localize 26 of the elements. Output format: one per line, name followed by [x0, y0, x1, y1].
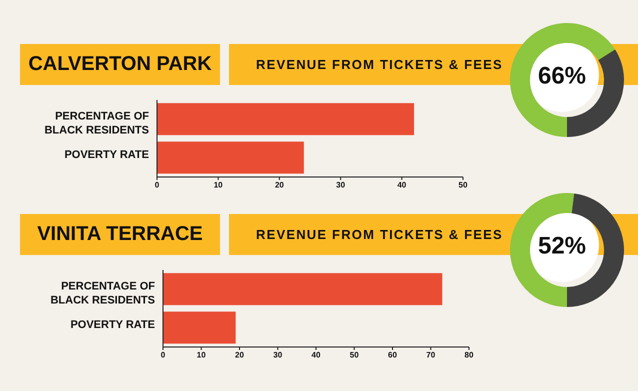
- donut-slice: [510, 23, 616, 137]
- chart-title: VINITA TERRACE: [20, 214, 220, 255]
- x-tick-label: 10: [214, 180, 224, 190]
- y-tick-label: POVERTY RATE: [70, 318, 155, 331]
- data-label: 52%: [538, 232, 586, 260]
- x-tick-label: 40: [397, 180, 407, 190]
- chart-title: CALVERTON PARK: [20, 44, 220, 85]
- x-tick-label: 30: [336, 180, 346, 190]
- x-tick-label: 40: [312, 350, 321, 360]
- x-tick-label: 70: [426, 350, 436, 360]
- x-tick-label: 10: [196, 350, 206, 360]
- y-tick-label: POVERTY RATE: [64, 148, 149, 161]
- data-label: 66%: [538, 62, 586, 90]
- x-tick-label: 80: [464, 350, 474, 360]
- x-tick-label: 60: [388, 350, 398, 360]
- x-tick-label: 50: [350, 350, 360, 360]
- x-tick-label: 20: [274, 180, 284, 190]
- x-tick-label: 50: [458, 180, 468, 190]
- x-tick-label: 30: [273, 350, 283, 360]
- y-tick-label: PERCENTAGE OF BLACK RESIDENTS: [44, 110, 150, 136]
- y-tick-label: PERCENTAGE OF BLACK RESIDENTS: [50, 280, 156, 306]
- x-tick-label: 0: [160, 350, 166, 360]
- x-tick-label: 0: [154, 180, 160, 190]
- text: REVENUE FROM TICKETS & FEES: [256, 227, 503, 242]
- x-tick-label: 20: [235, 350, 244, 360]
- text: REVENUE FROM TICKETS & FEES: [256, 57, 503, 72]
